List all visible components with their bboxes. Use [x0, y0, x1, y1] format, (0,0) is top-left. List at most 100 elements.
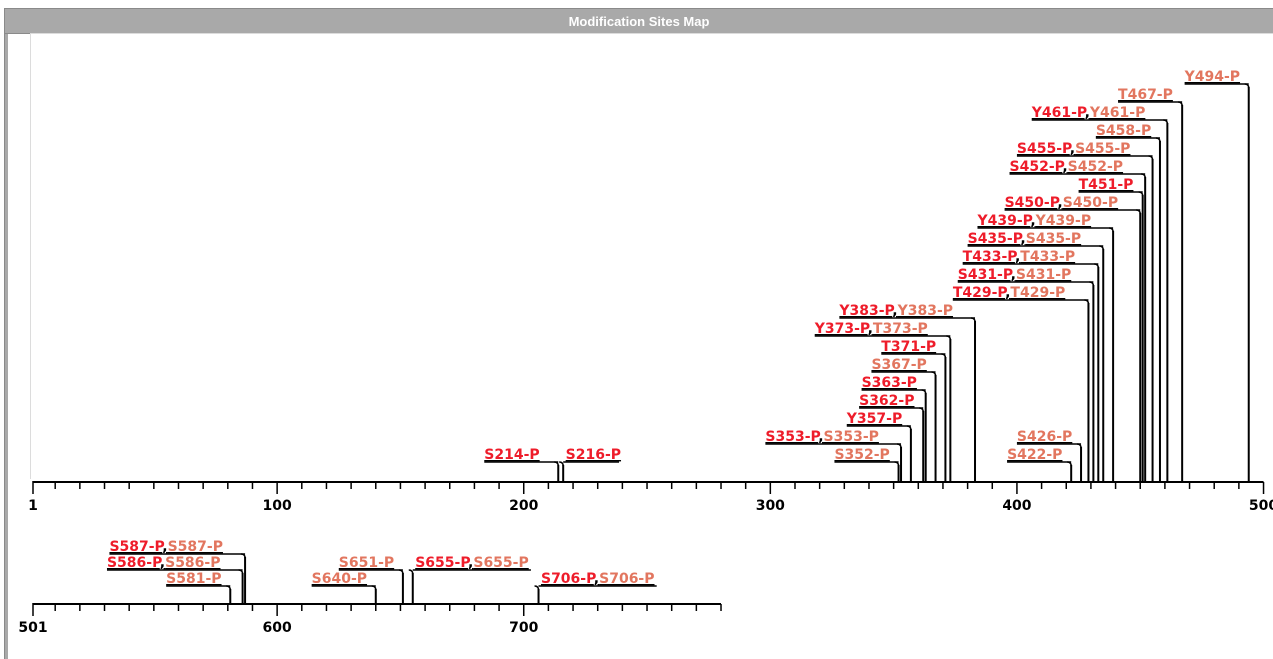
site-label-part[interactable]: S706-P	[599, 571, 654, 587]
site-y357-p[interactable]: Y357-P	[846, 411, 912, 482]
site-label-part[interactable]: S587-P	[109, 539, 164, 555]
site-label-part[interactable]: T433-P	[963, 249, 1018, 265]
site-s458-p[interactable]: S458-P	[1095, 123, 1161, 482]
site-s367-p[interactable]: S367-P	[871, 357, 937, 482]
site-label-part[interactable]: S586-P	[107, 555, 162, 571]
site-label-part[interactable]: S352-P	[834, 447, 889, 463]
site-label-part[interactable]: S426-P	[1017, 429, 1072, 445]
site-s640-p[interactable]: S640-P	[311, 571, 377, 604]
site-label[interactable]: S353-P,S353-P	[765, 429, 879, 445]
site-label[interactable]: T429-P,T429-P	[953, 285, 1065, 301]
site-label[interactable]: S214-P	[484, 447, 539, 463]
site-s422-p[interactable]: S422-P	[1007, 447, 1073, 482]
site-label-part[interactable]: S586-P	[165, 555, 220, 571]
site-label-part[interactable]: S450-P	[1063, 195, 1118, 211]
site-label-part[interactable]: T451-P	[1079, 177, 1134, 193]
site-label[interactable]: T467-P	[1118, 87, 1173, 103]
site-t433-p[interactable]: T433-P,T433-P	[962, 249, 1100, 482]
site-label-part[interactable]: T373-P	[873, 321, 928, 337]
site-s587-p[interactable]: S587-P,S587-P	[109, 539, 247, 604]
site-s455-p[interactable]: S455-P,S455-P	[1016, 141, 1154, 482]
site-label-part[interactable]: Y357-P	[846, 411, 902, 427]
site-s706-p[interactable]: S706-P,S706-P	[534, 571, 657, 604]
site-s431-p[interactable]: S431-P,S431-P	[957, 267, 1095, 482]
site-label[interactable]: T433-P,T433-P	[963, 249, 1075, 265]
site-label-part[interactable]: S214-P	[484, 447, 539, 463]
site-y383-p[interactable]: Y383-P,Y383-P	[838, 303, 977, 482]
site-label-part[interactable]: S458-P	[1096, 123, 1151, 139]
site-label-part[interactable]: S367-P	[871, 357, 926, 373]
site-label-part[interactable]: T371-P	[881, 339, 936, 355]
site-t429-p[interactable]: T429-P,T429-P	[952, 285, 1090, 482]
site-s216-p[interactable]: S216-P	[559, 447, 621, 482]
site-t451-p[interactable]: T451-P	[1078, 177, 1144, 482]
site-s655-p[interactable]: S655-P,S655-P	[408, 555, 531, 604]
site-t467-p[interactable]: T467-P	[1118, 87, 1184, 482]
site-label-part[interactable]: S435-P	[1026, 231, 1081, 247]
site-s586-p[interactable]: S586-P,S586-P	[106, 555, 244, 604]
site-label[interactable]: S352-P	[834, 447, 889, 463]
site-label-part[interactable]: S455-P	[1017, 141, 1072, 157]
site-s450-p[interactable]: S450-P,S450-P	[1004, 195, 1142, 482]
site-label[interactable]: T451-P	[1079, 177, 1134, 193]
site-label-part[interactable]: S655-P	[473, 555, 528, 571]
site-s214-p[interactable]: S214-P	[484, 447, 560, 482]
site-label-part[interactable]: Y494-P	[1184, 69, 1240, 85]
site-label-part[interactable]: S452-P	[1010, 159, 1065, 175]
site-label-part[interactable]: T433-P	[1020, 249, 1075, 265]
site-s581-p[interactable]: S581-P	[166, 571, 232, 604]
site-label[interactable]: S651-P	[339, 555, 394, 571]
site-label[interactable]: Y439-P,Y439-P	[976, 213, 1091, 229]
site-label[interactable]: Y383-P,Y383-P	[838, 303, 953, 319]
site-label-part[interactable]: S581-P	[166, 571, 221, 587]
site-t371-p[interactable]: T371-P	[881, 339, 947, 482]
site-label[interactable]: S581-P	[166, 571, 221, 587]
site-label-part[interactable]: S216-P	[566, 447, 621, 463]
site-label-part[interactable]: Y439-P	[1035, 213, 1091, 229]
site-label-part[interactable]: Y461-P	[1089, 105, 1145, 121]
site-label[interactable]: Y373-P,T373-P	[814, 321, 928, 337]
site-label-part[interactable]: S431-P	[1016, 267, 1071, 283]
site-label-part[interactable]: S431-P	[958, 267, 1013, 283]
site-label[interactable]: S587-P,S587-P	[109, 539, 223, 555]
site-label-part[interactable]: Y461-P	[1031, 105, 1087, 121]
site-label-part[interactable]: S362-P	[859, 393, 914, 409]
site-label[interactable]: S450-P,S450-P	[1005, 195, 1119, 211]
site-label[interactable]: S422-P	[1007, 447, 1062, 463]
site-y461-p[interactable]: Y461-P,Y461-P	[1031, 105, 1169, 482]
site-label[interactable]: Y461-P,Y461-P	[1031, 105, 1146, 121]
site-label-part[interactable]: S363-P	[862, 375, 917, 391]
site-y439-p[interactable]: Y439-P,Y439-P	[976, 213, 1115, 482]
site-s426-p[interactable]: S426-P	[1016, 429, 1083, 482]
site-label[interactable]: S452-P,S452-P	[1010, 159, 1124, 175]
site-label-part[interactable]: S655-P	[415, 555, 470, 571]
site-label-part[interactable]: S706-P	[541, 571, 596, 587]
site-label[interactable]: S367-P	[871, 357, 926, 373]
site-label-part[interactable]: S353-P	[765, 429, 820, 445]
site-label[interactable]: S362-P	[859, 393, 914, 409]
site-label[interactable]: S455-P,S455-P	[1017, 141, 1131, 157]
site-label-part[interactable]: T429-P	[953, 285, 1008, 301]
site-label-part[interactable]: T429-P	[1010, 285, 1065, 301]
site-label-part[interactable]: S353-P	[824, 429, 879, 445]
site-label-part[interactable]: S587-P	[168, 539, 223, 555]
site-s452-p[interactable]: S452-P,S452-P	[1009, 159, 1147, 482]
site-label[interactable]: T371-P	[881, 339, 936, 355]
site-label-part[interactable]: T467-P	[1118, 87, 1173, 103]
site-label-part[interactable]: S452-P	[1068, 159, 1123, 175]
site-label[interactable]: Y357-P	[846, 411, 902, 427]
site-label-part[interactable]: Y383-P	[897, 303, 953, 319]
site-label[interactable]: S363-P	[862, 375, 917, 391]
site-label[interactable]: S706-P,S706-P	[541, 571, 655, 587]
site-label[interactable]: S458-P	[1096, 123, 1151, 139]
site-label-part[interactable]: Y439-P	[976, 213, 1032, 229]
site-label[interactable]: S655-P,S655-P	[415, 555, 529, 571]
site-label-part[interactable]: Y383-P	[838, 303, 894, 319]
site-label-part[interactable]: S640-P	[312, 571, 367, 587]
site-label-part[interactable]: S455-P	[1075, 141, 1130, 157]
site-label-part[interactable]: S422-P	[1007, 447, 1062, 463]
site-label-part[interactable]: S651-P	[339, 555, 394, 571]
site-s362-p[interactable]: S362-P	[859, 393, 925, 482]
site-label-part[interactable]: Y373-P	[814, 321, 870, 337]
site-s435-p[interactable]: S435-P,S435-P	[967, 231, 1105, 482]
